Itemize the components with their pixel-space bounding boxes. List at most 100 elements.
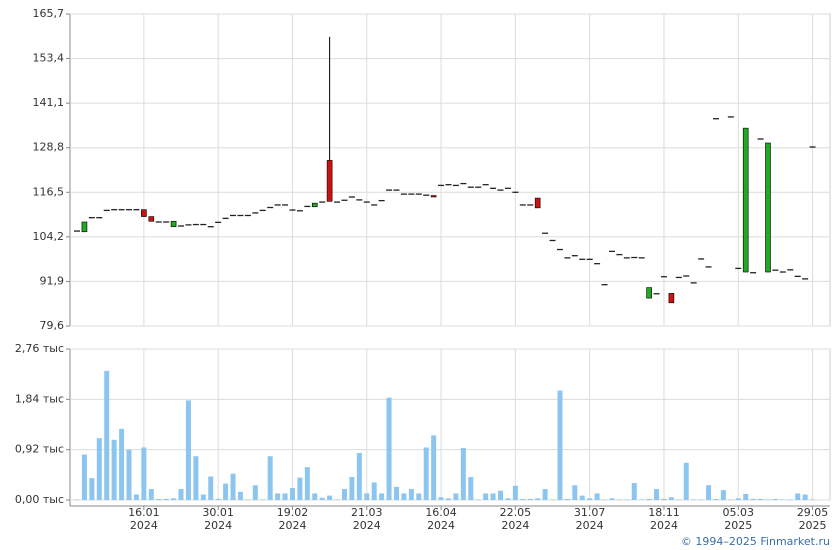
- volume-bar: [498, 490, 504, 500]
- volume-bar: [148, 489, 154, 500]
- volume-bar: [602, 499, 608, 500]
- volume-bar: [758, 498, 764, 500]
- volume-bar: [74, 499, 80, 500]
- candle-body: [534, 197, 541, 209]
- candle-body: [81, 221, 88, 233]
- volume-bar: [393, 486, 399, 500]
- volume-bar: [163, 498, 169, 500]
- volume-frame: [69, 348, 831, 501]
- volume-bar: [319, 497, 325, 500]
- volume-bar: [750, 498, 756, 500]
- x-tick-label: 31.07 2024: [573, 506, 606, 532]
- volume-bar: [364, 493, 370, 500]
- volume-bar: [185, 400, 191, 500]
- volume-bar: [453, 493, 459, 500]
- volume-bar: [483, 493, 489, 500]
- volume-bar: [223, 483, 229, 500]
- candle-body: [311, 202, 318, 208]
- volume-bar: [468, 477, 474, 500]
- volume-bar: [356, 452, 362, 500]
- volume-bar: [772, 498, 778, 500]
- y-tick-label: 0,00 тыс: [15, 493, 64, 506]
- candle-body: [170, 220, 177, 228]
- candle-body: [430, 195, 437, 198]
- volume-bar: [765, 499, 771, 500]
- volume-bar: [408, 489, 414, 500]
- volume-bar: [89, 478, 95, 500]
- volume-bar: [193, 456, 199, 500]
- volume-bar: [379, 493, 385, 500]
- volume-bar: [297, 477, 303, 500]
- volume-bar: [327, 495, 333, 500]
- volume-bar: [341, 489, 347, 500]
- volume-bar: [564, 498, 570, 500]
- volume-bar: [572, 485, 578, 500]
- volume-bar: [275, 493, 281, 500]
- volume-bar: [260, 499, 266, 500]
- volume-bar: [639, 499, 645, 500]
- volume-bar: [706, 485, 712, 500]
- volume-bar: [386, 397, 392, 500]
- x-tick-label: 05.03 2025: [722, 506, 755, 532]
- volume-bar: [624, 499, 630, 500]
- volume-bar: [810, 499, 816, 500]
- volume-bar: [713, 498, 719, 500]
- y-tick-label: 116,5: [33, 185, 65, 198]
- volume-bar: [141, 447, 147, 500]
- x-tick-label: 21.03 2024: [351, 506, 383, 532]
- volume-bar: [631, 483, 637, 500]
- volume-bar: [460, 448, 466, 500]
- candle-body: [765, 142, 771, 273]
- volume-bar: [594, 493, 600, 500]
- volume-bar: [401, 493, 407, 500]
- volume-bar: [780, 499, 786, 500]
- volume-bar: [683, 462, 689, 500]
- y-tick-label: 91,9: [40, 274, 65, 287]
- y-tick-label: 165,7: [33, 7, 65, 20]
- candle-body: [668, 293, 675, 304]
- volume-bar: [616, 499, 622, 500]
- volume-bar: [289, 487, 295, 500]
- volume-bar: [646, 498, 652, 500]
- volume-bar: [215, 498, 221, 500]
- volume-bar: [126, 449, 132, 500]
- x-tick-label: 30.01 2024: [202, 506, 234, 532]
- volume-bar: [728, 499, 734, 500]
- x-tick-label: 22.05 2024: [499, 506, 532, 532]
- candle-body: [646, 287, 652, 299]
- y-tick-label: 1,84 тыс: [15, 392, 64, 405]
- volume-bar: [446, 498, 451, 500]
- volume-bar: [423, 447, 429, 500]
- volume-bar: [119, 428, 125, 500]
- x-tick-label: 16.01 2024: [128, 506, 160, 532]
- volume-bar: [542, 489, 548, 500]
- volume-bar: [96, 438, 102, 500]
- volume-bar: [208, 476, 214, 500]
- volume-bar: [654, 489, 660, 500]
- volume-bar: [520, 498, 526, 500]
- volume-bar: [505, 498, 511, 500]
- volume-bar: [475, 499, 481, 500]
- volume-bar: [535, 498, 541, 500]
- volume-bar: [133, 494, 139, 500]
- volume-bar: [178, 489, 184, 500]
- volume-bar: [349, 477, 355, 500]
- volume-bar: [438, 497, 444, 500]
- volume-bar: [171, 498, 177, 500]
- candle-body: [742, 127, 749, 273]
- candle-body: [141, 209, 147, 217]
- x-tick-label: 29.05 2025: [796, 506, 829, 532]
- volume-bar: [245, 499, 251, 500]
- volume-bar: [557, 390, 563, 500]
- volume-bar: [111, 439, 117, 500]
- y-tick-label: 79,6: [40, 319, 65, 332]
- volume-bar: [527, 498, 533, 500]
- y-tick-label: 0,92 тыс: [15, 443, 64, 456]
- y-tick-label: 104,2: [33, 230, 65, 243]
- y-tick-label: 2,76 тыс: [15, 342, 64, 355]
- volume-bar: [787, 499, 793, 500]
- volume-bar: [252, 485, 258, 500]
- y-tick-label: 153,4: [33, 52, 65, 65]
